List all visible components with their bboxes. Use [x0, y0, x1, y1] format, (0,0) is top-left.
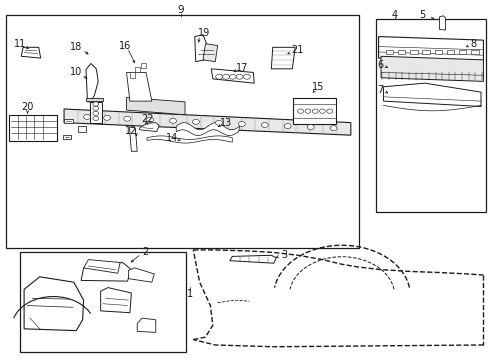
Polygon shape [140, 123, 159, 132]
Circle shape [93, 106, 99, 111]
Polygon shape [176, 123, 239, 135]
Polygon shape [90, 102, 102, 123]
Polygon shape [229, 255, 276, 263]
Polygon shape [64, 109, 350, 135]
Polygon shape [126, 72, 152, 101]
Polygon shape [147, 136, 232, 143]
Bar [446, 50, 453, 54]
Polygon shape [211, 69, 254, 83]
Polygon shape [24, 277, 83, 330]
Circle shape [93, 116, 99, 121]
Circle shape [192, 119, 199, 124]
Circle shape [93, 111, 99, 116]
Polygon shape [380, 56, 483, 81]
Circle shape [306, 125, 313, 130]
Polygon shape [78, 126, 86, 132]
Circle shape [261, 122, 267, 127]
Circle shape [169, 118, 176, 123]
Circle shape [312, 109, 318, 113]
Bar [9, 115, 57, 140]
Circle shape [238, 121, 245, 126]
Text: 16: 16 [119, 41, 131, 50]
Circle shape [222, 74, 229, 79]
Bar [375, 19, 485, 212]
Bar [5, 15, 358, 248]
Polygon shape [101, 288, 131, 313]
Circle shape [319, 109, 325, 113]
Circle shape [215, 120, 222, 125]
Text: 11: 11 [14, 40, 26, 49]
Text: 9: 9 [178, 5, 184, 15]
Circle shape [215, 74, 222, 79]
Text: 7: 7 [376, 85, 383, 95]
Circle shape [229, 74, 236, 79]
Polygon shape [64, 119, 73, 123]
Text: 22: 22 [142, 114, 154, 124]
Circle shape [236, 74, 243, 79]
Circle shape [284, 123, 290, 129]
Text: 19: 19 [198, 28, 210, 38]
Polygon shape [81, 262, 131, 281]
Text: 14: 14 [166, 133, 178, 143]
Polygon shape [137, 318, 156, 332]
Polygon shape [439, 16, 445, 30]
Bar [458, 50, 466, 54]
Text: 6: 6 [376, 59, 382, 69]
Circle shape [326, 109, 332, 113]
Polygon shape [21, 47, 41, 58]
Bar [385, 50, 392, 54]
Circle shape [83, 114, 90, 120]
Text: 5: 5 [419, 10, 425, 20]
Bar [434, 50, 441, 54]
Polygon shape [378, 37, 483, 62]
Bar [20, 252, 185, 352]
Text: 4: 4 [391, 10, 397, 20]
Text: 3: 3 [281, 249, 287, 260]
Polygon shape [271, 47, 295, 69]
Circle shape [93, 102, 99, 106]
Text: 18: 18 [70, 42, 82, 52]
Circle shape [103, 115, 110, 120]
Circle shape [123, 116, 130, 121]
Circle shape [329, 126, 336, 131]
Text: 1: 1 [186, 289, 193, 299]
Bar [397, 50, 405, 54]
Text: 21: 21 [290, 45, 303, 55]
Polygon shape [203, 44, 217, 62]
Circle shape [297, 109, 303, 113]
Text: 15: 15 [312, 82, 324, 93]
Circle shape [305, 109, 310, 113]
Text: 2: 2 [142, 247, 148, 257]
Polygon shape [86, 98, 103, 101]
Bar [470, 50, 478, 54]
Polygon shape [63, 135, 71, 139]
Polygon shape [194, 35, 207, 62]
Polygon shape [130, 72, 135, 78]
Polygon shape [129, 127, 137, 151]
Text: 17: 17 [235, 63, 248, 73]
Text: 12: 12 [125, 126, 137, 135]
Polygon shape [83, 260, 120, 273]
Polygon shape [141, 63, 145, 68]
Circle shape [243, 74, 250, 79]
Circle shape [146, 117, 153, 122]
Polygon shape [86, 63, 98, 102]
Bar [409, 50, 417, 54]
Text: 13: 13 [220, 118, 232, 128]
Text: 10: 10 [70, 67, 82, 77]
Bar [422, 50, 429, 54]
Polygon shape [293, 98, 335, 125]
Polygon shape [383, 83, 480, 107]
Text: 8: 8 [469, 39, 476, 49]
Polygon shape [126, 98, 184, 115]
Text: 20: 20 [21, 102, 34, 112]
Polygon shape [135, 67, 140, 72]
Polygon shape [128, 268, 154, 282]
